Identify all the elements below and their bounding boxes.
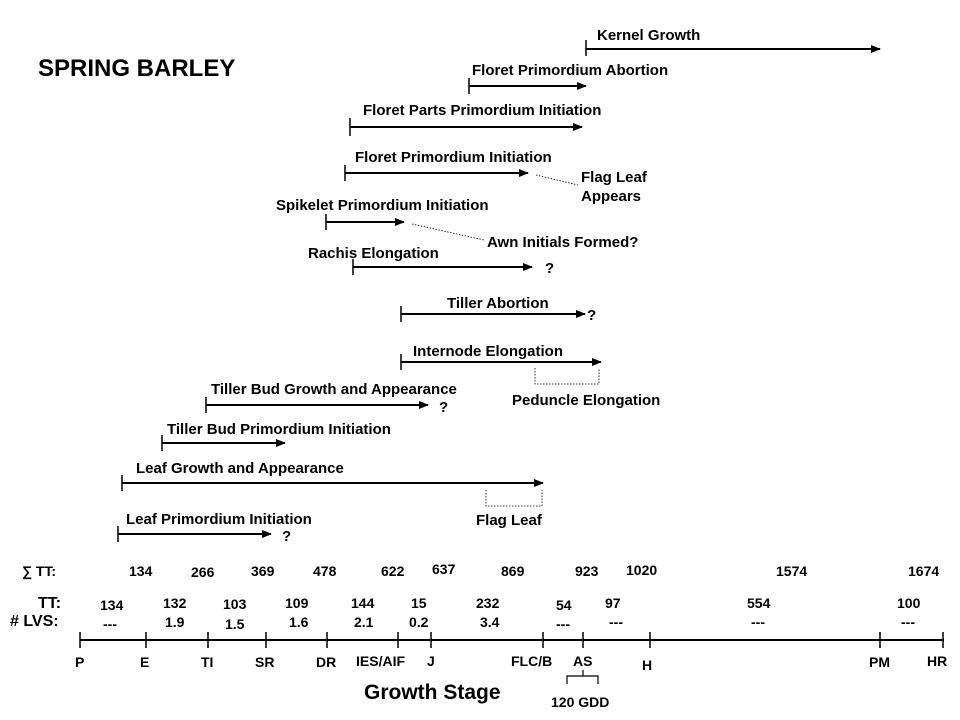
stage-label: P: [75, 654, 84, 670]
process-rachis-elongation: Rachis Elongation ?: [308, 245, 554, 277]
stage-label: H: [642, 657, 652, 673]
note-awn-initials: Awn Initials Formed?: [411, 223, 638, 251]
lvs-value: 1.9: [165, 614, 185, 630]
cum-tt-value: 622: [381, 563, 405, 579]
stage-label: AS: [573, 653, 592, 669]
axis-ticks: [79, 632, 944, 648]
cum-tt-value: 266: [191, 564, 215, 580]
process-internode-elongation: Internode Elongation: [400, 343, 602, 370]
process-label-floret-primordium-initiation: Floret Primordium Initiation: [355, 149, 552, 166]
stage-label: IES/AIF: [356, 653, 405, 669]
process-tiller-bud-primordium-initiation: Tiller Bud Primordium Initiation: [161, 421, 391, 451]
cum-tt-value: 1020: [626, 562, 657, 578]
gdd-label: 120 GDD: [551, 694, 609, 710]
gdd-bracket: 120 GDD: [551, 670, 609, 710]
stage-label: FLC/B: [511, 653, 552, 669]
tt-value: 97: [605, 595, 621, 611]
process-label-leaf-primordium-initiation: Leaf Primordium Initiation: [126, 511, 312, 528]
process-label-leaf-growth-and-appearance: Leaf Growth and Appearance: [136, 460, 344, 477]
tt-value: 232: [476, 595, 500, 611]
cum-tt-value: 923: [575, 563, 599, 579]
process-uncertain-tiller-abortion: ?: [587, 307, 596, 324]
tt-value: 554: [747, 595, 771, 611]
note-peduncle-elongation: Peduncle Elongation: [512, 368, 660, 409]
process-leaf-growth-and-appearance: Leaf Growth and Appearance: [121, 460, 544, 491]
axis-title: Growth Stage: [364, 681, 501, 704]
process-label-tiller-abortion: Tiller Abortion: [447, 295, 549, 312]
note-flag-leaf-appears-line1: Flag Leaf: [581, 169, 648, 186]
tt-value: 144: [351, 595, 375, 611]
process-label-rachis-elongation: Rachis Elongation: [308, 245, 439, 262]
process-label-floret-parts-primordium-initiation: Floret Parts Primordium Initiation: [363, 102, 601, 119]
tt-values: 134 132 103 109 144 15 232 54 97 554 100: [100, 595, 921, 613]
tt-row-label: TT:: [38, 595, 61, 612]
lvs-value: 1.5: [225, 616, 245, 632]
tt-value: 109: [285, 595, 309, 611]
cum-tt-value: 1574: [776, 563, 807, 579]
process-label-floret-primordium-abortion: Floret Primordium Abortion: [472, 62, 668, 79]
lvs-value: ---: [103, 616, 117, 632]
process-uncertain-rachis-elongation: ?: [545, 260, 554, 277]
lvs-value: 0.2: [409, 614, 429, 630]
process-spikelet-primordium-initiation: Spikelet Primordium Initiation: [276, 197, 489, 230]
cum-tt-values: 134 266 369 478 622 637 869 923 1020 157…: [129, 561, 939, 580]
tt-value: 132: [163, 595, 187, 611]
tt-value: 54: [556, 597, 572, 613]
note-flag-leaf-appears-line2: Appears: [581, 188, 641, 205]
process-kernel-growth: Kernel Growth: [585, 27, 881, 56]
tt-value: 103: [223, 596, 247, 612]
process-tiller-abortion: Tiller Abortion ?: [400, 295, 596, 324]
stage-label: TI: [201, 654, 213, 670]
lvs-values: --- 1.9 1.5 1.6 2.1 0.2 3.4 --- --- --- …: [103, 614, 915, 632]
process-label-spikelet-primordium-initiation: Spikelet Primordium Initiation: [276, 197, 489, 214]
process-tiller-bud-growth-and-appearance: Tiller Bud Growth and Appearance ?: [205, 381, 457, 416]
stage-label: DR: [316, 654, 336, 670]
stage-label: PM: [869, 654, 890, 670]
tt-value: 100: [897, 595, 921, 611]
note-flag-leaf: Flag Leaf: [476, 490, 543, 529]
cum-tt-value: 478: [313, 563, 337, 579]
process-uncertain-tiller-bud-growth: ?: [439, 399, 448, 416]
process-floret-parts-primordium-initiation: Floret Parts Primordium Initiation: [349, 102, 601, 136]
process-label-internode-elongation: Internode Elongation: [413, 343, 563, 360]
stage-label: E: [140, 654, 149, 670]
note-flag-leaf-appears: Flag Leaf Appears: [535, 169, 648, 205]
lvs-value: ---: [556, 616, 570, 632]
cum-tt-value: 369: [251, 563, 275, 579]
tt-value: 134: [100, 597, 124, 613]
cum-tt-value: 869: [501, 563, 525, 579]
stage-label: HR: [927, 653, 947, 669]
note-flag-leaf-text: Flag Leaf: [476, 512, 543, 529]
process-label-kernel-growth: Kernel Growth: [597, 27, 700, 44]
process-leaf-primordium-initiation: Leaf Primordium Initiation ?: [117, 511, 312, 545]
process-label-tiller-bud-growth-and-appearance: Tiller Bud Growth and Appearance: [211, 381, 457, 398]
lvs-value: 3.4: [480, 614, 500, 630]
note-awn-initials-text: Awn Initials Formed?: [487, 234, 638, 251]
diagram-title: SPRING BARLEY: [38, 55, 235, 82]
lvs-row-label: # LVS:: [10, 613, 59, 630]
cum-tt-value: 1674: [908, 563, 939, 579]
lvs-value: ---: [609, 614, 623, 630]
process-label-tiller-bud-primordium-initiation: Tiller Bud Primordium Initiation: [167, 421, 391, 438]
process-uncertain-leaf-primordium: ?: [282, 528, 291, 545]
cum-tt-row-label: ∑ TT:: [22, 563, 56, 580]
lvs-value: 1.6: [289, 614, 309, 630]
lvs-value: ---: [751, 614, 765, 630]
stage-label: J: [427, 653, 435, 669]
cum-tt-value: 637: [432, 561, 456, 577]
cum-tt-value: 134: [129, 563, 153, 579]
growth-stage-axis: [79, 632, 944, 648]
lvs-value: 2.1: [354, 614, 374, 630]
process-floret-primordium-abortion: Floret Primordium Abortion: [468, 62, 668, 94]
note-peduncle-elongation-text: Peduncle Elongation: [512, 392, 660, 409]
lvs-value: ---: [901, 614, 915, 630]
tt-value: 15: [411, 595, 427, 611]
stage-labels: P E TI SR DR IES/AIF J FLC/B AS H PM HR: [75, 653, 947, 673]
stage-label: SR: [255, 654, 274, 670]
process-floret-primordium-initiation: Floret Primordium Initiation: [344, 149, 552, 181]
